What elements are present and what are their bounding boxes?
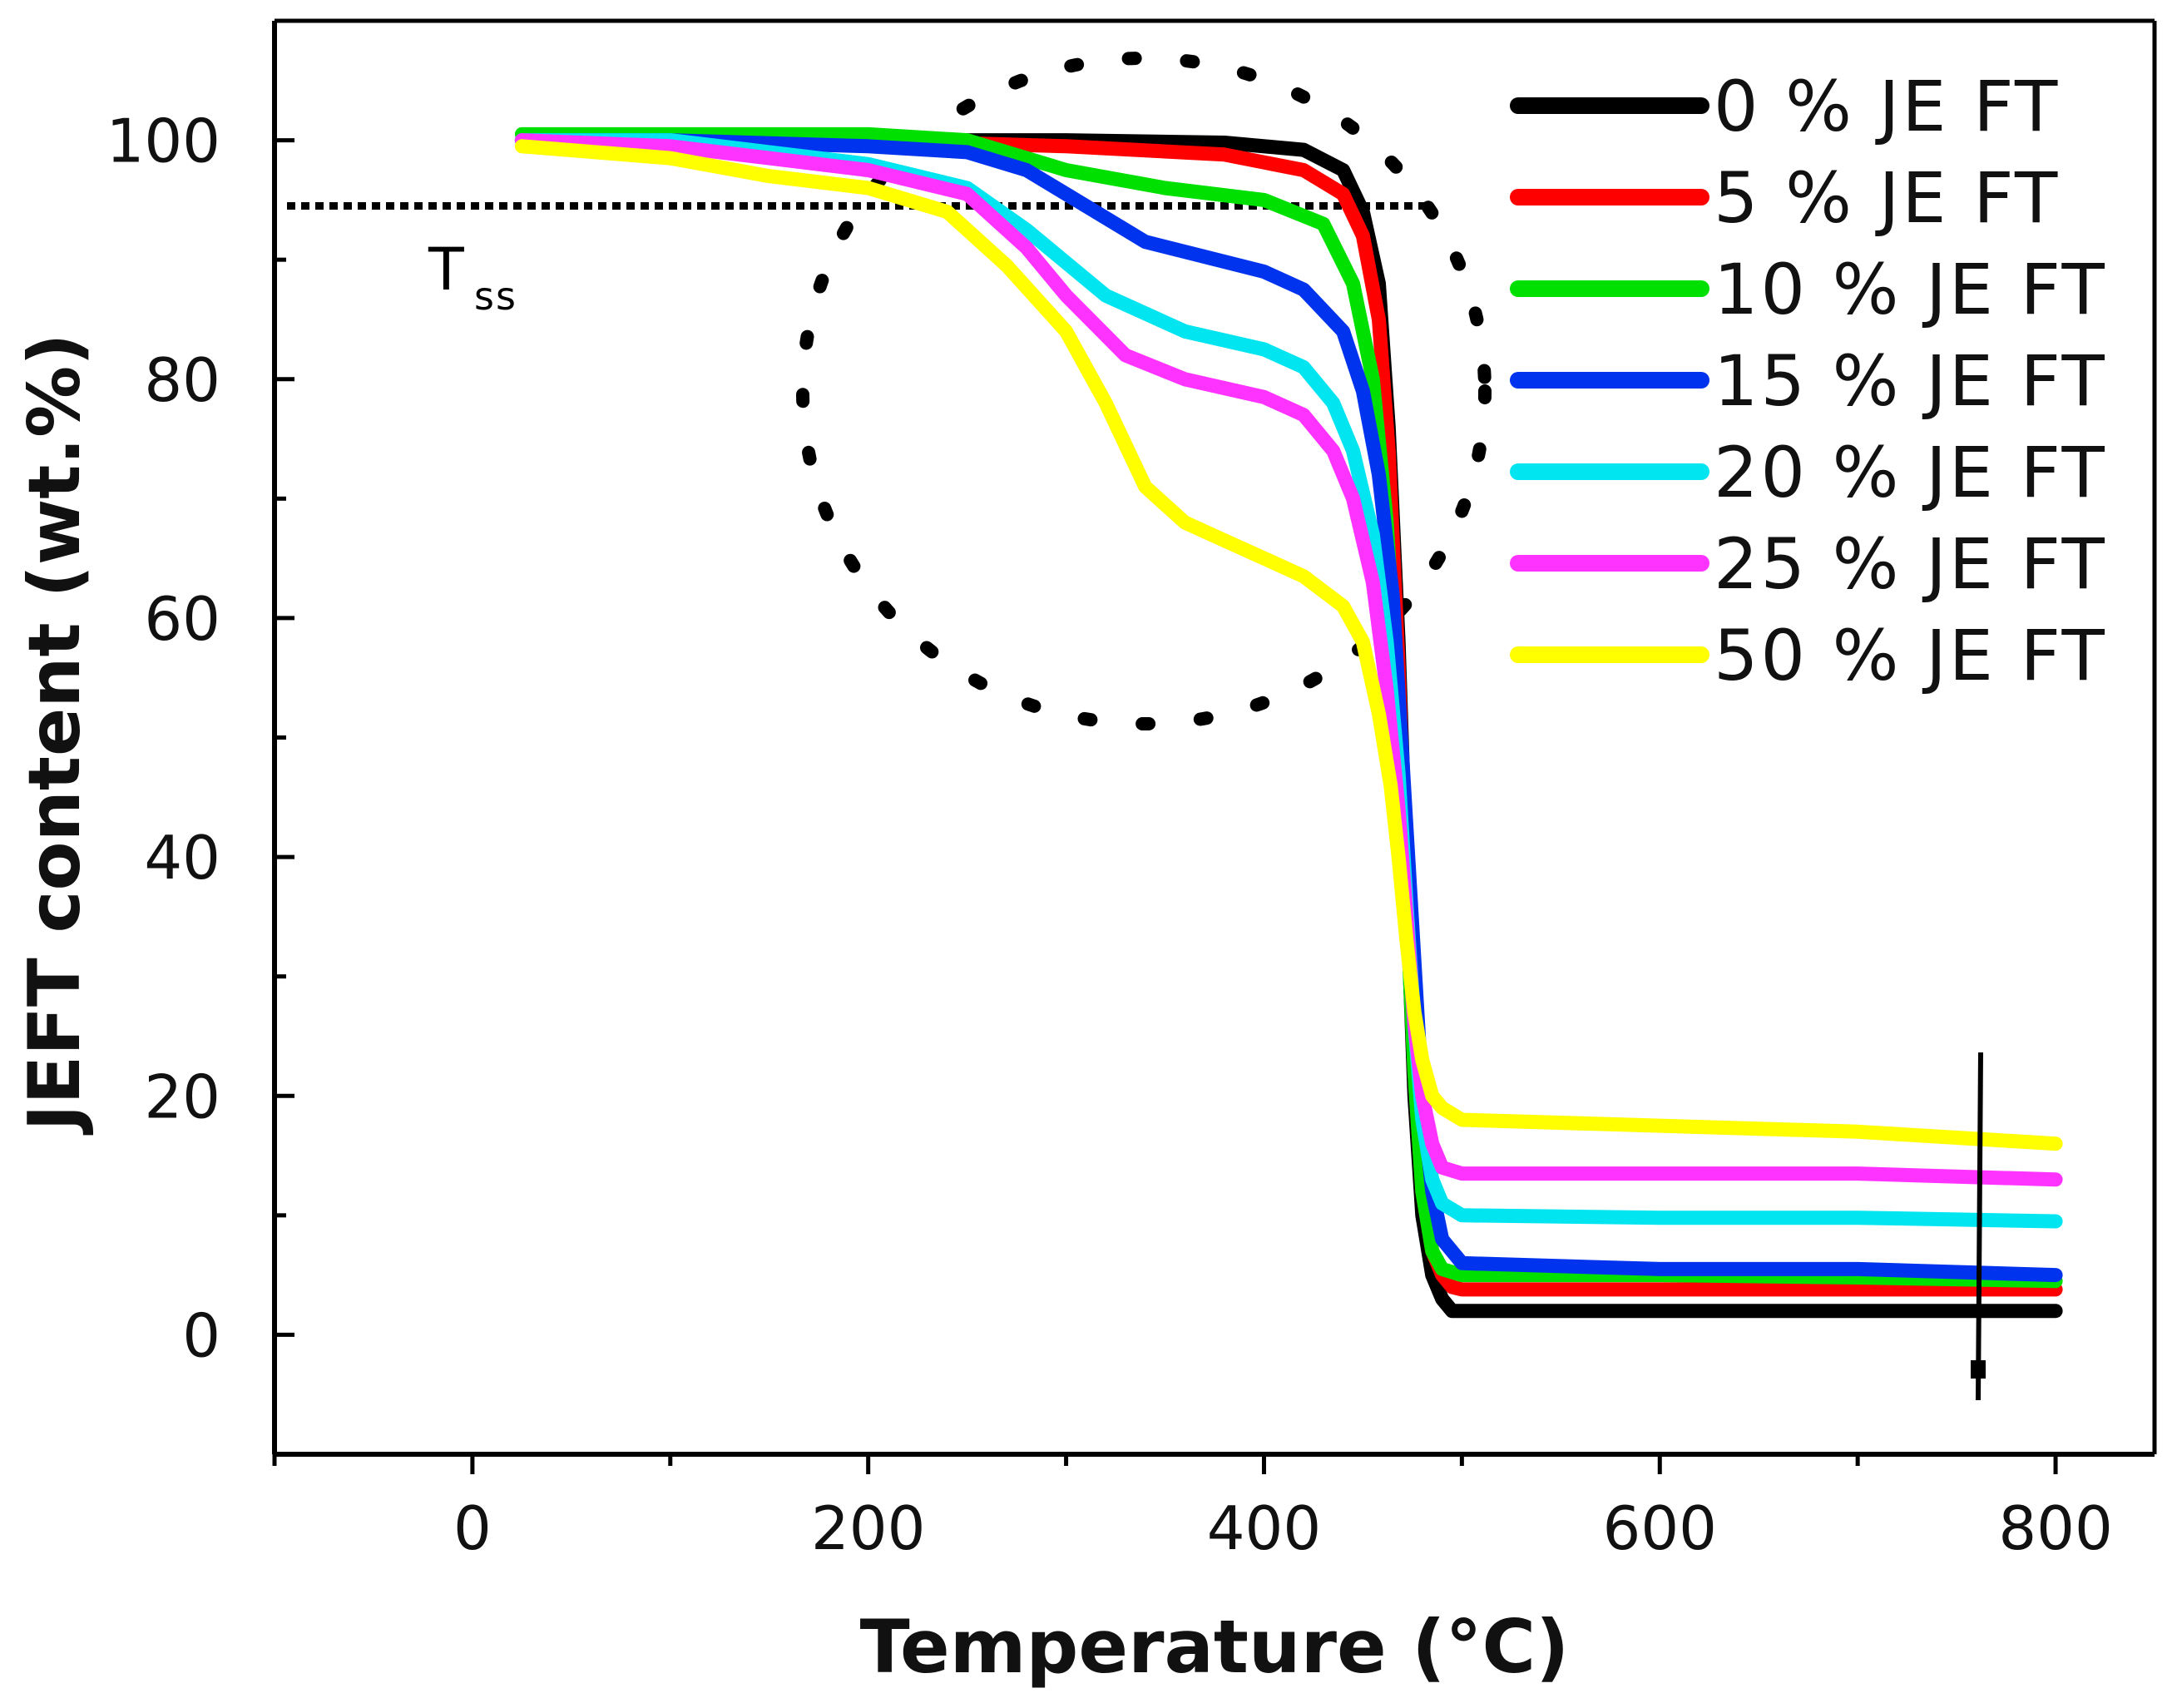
y-tick-label-20: 20 [144,1062,220,1131]
y-tick-label-100: 100 [106,106,220,176]
y-tick-label-60: 60 [144,584,220,654]
x-axis-title: Temperature (°C) [860,1604,1570,1690]
tss-subscript: ss [474,274,517,319]
y-tick-label-0: 0 [182,1300,220,1370]
legend-label-3: 15 % JE FT [1714,340,2107,422]
y-tick-label-80: 80 [144,345,220,415]
legend-label-4: 20 % JE FT [1714,432,2107,513]
tss-label: T [428,235,464,304]
legend-label-6: 50 % JE FT [1714,615,2107,696]
series-line-3 [514,133,2063,1283]
x-tick-label-400: 400 [1207,1493,1321,1563]
legend-label-2: 10 % JE FT [1714,249,2107,330]
x-tick-label-600: 600 [1603,1493,1717,1563]
y-axis-title: JEFT content (wt.%) [13,333,96,1135]
series-line-6 [514,139,2063,1151]
vertical-marker-square [1971,1360,1986,1379]
x-tick-label-0: 0 [453,1493,492,1563]
series-line-5 [514,133,2063,1187]
legend-label-0: 0 % JE FT [1714,66,2060,147]
vertical-marker-line [1976,1052,1983,1401]
legend-label-1: 5 % JE FT [1714,157,2060,239]
x-tick-label-200: 200 [811,1493,925,1563]
y-tick-label-40: 40 [144,823,220,893]
x-tick-label-800: 800 [1998,1493,2112,1563]
highlight-dotted-circle [796,52,1492,730]
legend-label-5: 25 % JE FT [1714,523,2107,605]
